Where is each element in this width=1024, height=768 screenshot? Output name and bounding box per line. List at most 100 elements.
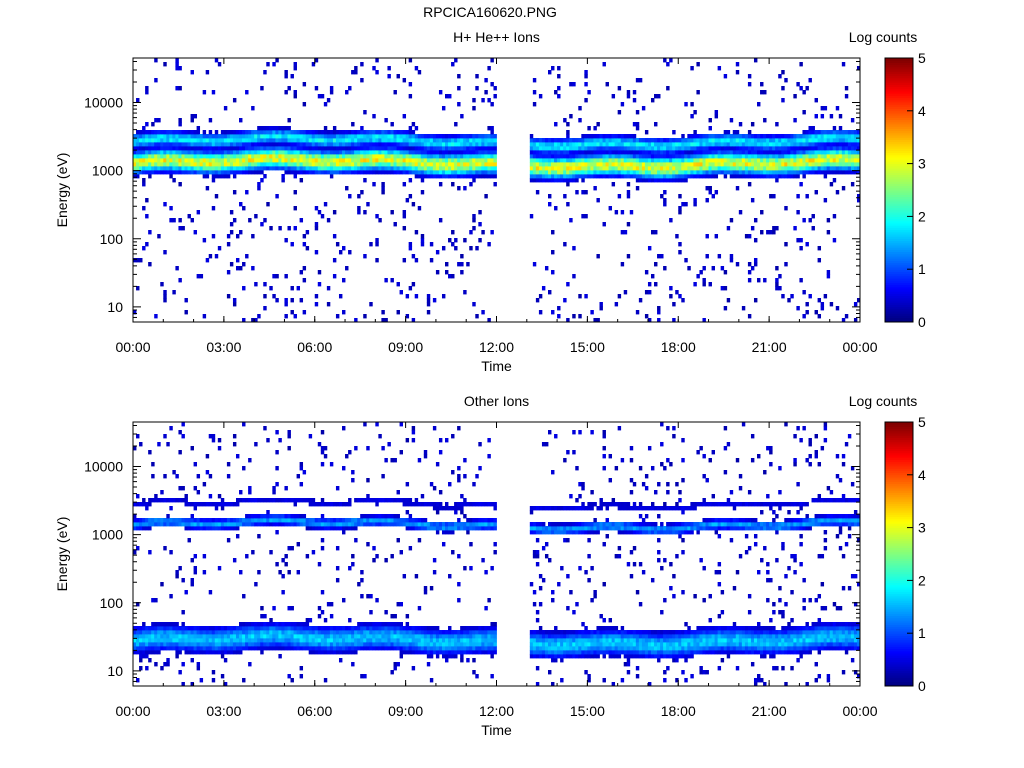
heatmap-cell xyxy=(136,258,140,263)
heatmap-cell xyxy=(345,626,349,631)
heatmap-cell xyxy=(172,638,176,643)
heatmap-cell xyxy=(269,142,273,147)
heatmap-cell xyxy=(472,138,476,143)
heatmap-cell xyxy=(217,134,222,139)
heatmap-cell xyxy=(723,146,728,151)
heatmap-cell xyxy=(399,166,403,171)
heatmap-cell xyxy=(269,126,273,131)
colorbar-segment xyxy=(885,117,913,121)
heatmap-cell xyxy=(178,182,182,187)
heatmap-cell xyxy=(184,638,188,643)
heatmap-cell xyxy=(750,146,755,151)
heatmap-cell xyxy=(351,634,355,639)
heatmap-cell xyxy=(260,158,264,163)
heatmap-cell xyxy=(850,138,855,143)
heatmap-cell xyxy=(617,174,622,179)
heatmap-cell xyxy=(190,114,194,119)
heatmap-cell xyxy=(441,542,446,547)
heatmap-cell xyxy=(257,646,261,651)
heatmap-cell xyxy=(557,66,561,71)
heatmap-cell xyxy=(296,166,301,171)
heatmap-cell xyxy=(811,142,815,147)
heatmap-cell xyxy=(302,142,307,147)
heatmap-cell xyxy=(384,558,388,563)
heatmap-cell xyxy=(814,114,818,119)
heatmap-cell xyxy=(448,142,452,147)
heatmap-cell xyxy=(302,626,307,631)
heatmap-cell xyxy=(578,158,582,163)
heatmap-cell xyxy=(308,502,313,507)
heatmap-cell xyxy=(402,638,407,643)
heatmap-cell xyxy=(235,166,240,171)
heatmap-cell xyxy=(787,146,791,151)
heatmap-cell xyxy=(557,142,561,147)
heatmap-cell xyxy=(678,194,682,199)
heatmap-cell xyxy=(338,146,343,151)
heatmap-cell xyxy=(417,646,422,651)
heatmap-cell xyxy=(405,502,410,507)
heatmap-cell xyxy=(666,142,670,147)
heatmap-cell xyxy=(448,642,452,647)
heatmap-cell xyxy=(796,210,800,215)
heatmap-cell xyxy=(551,310,555,315)
heatmap-cell xyxy=(808,126,812,131)
heatmap-cell xyxy=(217,146,222,151)
heatmap-cell xyxy=(663,138,667,143)
heatmap-cell xyxy=(142,166,146,171)
heatmap-cell xyxy=(463,186,467,191)
heatmap-cell xyxy=(744,162,749,167)
heatmap-cell xyxy=(314,294,319,299)
heatmap-cell xyxy=(778,150,782,155)
heatmap-cell xyxy=(732,146,737,151)
heatmap-cell xyxy=(299,630,304,635)
heatmap-cell xyxy=(802,110,806,115)
heatmap-cell xyxy=(475,158,479,163)
heatmap-cell xyxy=(629,210,634,215)
heatmap-cell xyxy=(744,234,749,239)
heatmap-cell xyxy=(254,150,258,155)
heatmap-cell xyxy=(451,162,455,167)
heatmap-cell xyxy=(229,146,234,151)
heatmap-cell xyxy=(408,170,413,175)
heatmap-cell xyxy=(154,158,158,163)
heatmap-cell xyxy=(438,502,443,507)
heatmap-cell xyxy=(145,214,149,219)
heatmap-cell xyxy=(263,626,267,631)
heatmap-cell xyxy=(632,98,637,103)
heatmap-cell xyxy=(693,162,697,167)
heatmap-cell xyxy=(290,138,294,143)
heatmap-cell xyxy=(538,150,543,155)
heatmap-cell xyxy=(363,146,367,151)
heatmap-cell xyxy=(281,646,285,651)
heatmap-cell xyxy=(635,78,640,83)
heatmap-cell xyxy=(281,574,285,579)
heatmap-cell xyxy=(847,142,852,147)
heatmap-cell xyxy=(772,162,776,167)
heatmap-cell xyxy=(402,226,407,231)
heatmap-cell xyxy=(420,134,425,139)
heatmap-cell xyxy=(148,450,152,455)
heatmap-cell xyxy=(260,630,264,635)
heatmap-cell xyxy=(723,158,728,163)
heatmap-cell xyxy=(720,142,725,147)
heatmap-cell xyxy=(290,518,294,523)
heatmap-cell xyxy=(151,650,155,655)
heatmap-cell xyxy=(211,650,216,655)
heatmap-cell xyxy=(332,274,337,279)
heatmap-cell xyxy=(354,518,358,523)
heatmap-cell xyxy=(214,174,219,179)
heatmap-cell xyxy=(214,634,219,639)
heatmap-cell xyxy=(302,310,307,315)
heatmap-cell xyxy=(772,194,776,199)
heatmap-cell xyxy=(248,138,252,143)
heatmap-cell xyxy=(835,138,840,143)
heatmap-cell xyxy=(305,146,310,151)
heatmap-cell xyxy=(581,150,585,155)
heatmap-cell xyxy=(148,150,152,155)
heatmap-cell xyxy=(560,142,564,147)
heatmap-cell xyxy=(644,138,649,143)
heatmap-cell xyxy=(747,278,752,283)
colorbar-segment xyxy=(885,60,913,63)
heatmap-cell xyxy=(369,146,373,151)
heatmap-cell xyxy=(654,170,658,175)
